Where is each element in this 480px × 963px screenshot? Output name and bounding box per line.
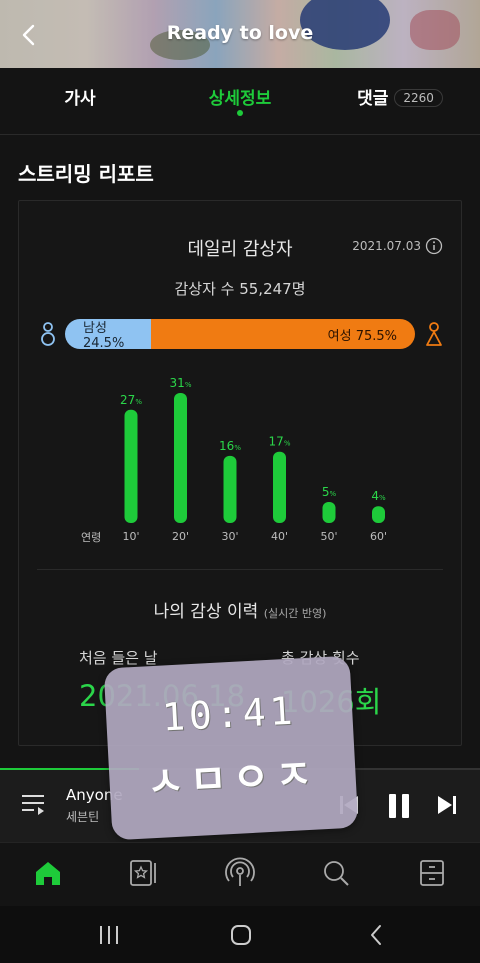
chevron-left-icon[interactable] <box>14 20 44 50</box>
back-icon[interactable] <box>364 922 390 948</box>
comment-count-badge: 2260 <box>394 89 443 107</box>
age-bar-value-label: 27% <box>120 393 142 407</box>
age-axis-label: 연령 <box>81 531 102 544</box>
age-bar-10' <box>124 409 138 523</box>
divider <box>37 569 443 570</box>
overlay-letters: ㅅㅁㅇㅈ <box>145 751 320 807</box>
tab-bar: 가사 상세정보 댓글 2260 <box>0 68 480 128</box>
daily-listeners-title: 데일리 감상자 <box>187 239 293 260</box>
male-ratio-segment: 남성 24.5% <box>65 319 151 349</box>
age-tick-label: 50' <box>320 530 337 543</box>
info-icon[interactable] <box>425 237 443 255</box>
age-bar-40' <box>273 451 286 523</box>
bottom-navigation <box>0 842 480 906</box>
now-playing-title: Anyone <box>66 786 123 804</box>
home-button-icon[interactable] <box>228 922 254 948</box>
pause-icon[interactable] <box>386 792 412 820</box>
history-title-text: 나의 감상 이력 <box>153 602 259 622</box>
tab-label: 가사 <box>64 89 96 109</box>
album-art-overlay <box>0 0 480 68</box>
system-navigation-bar <box>0 906 480 963</box>
first-listen-label: 처음 들은 날 <box>79 649 158 667</box>
male-icon <box>39 319 57 349</box>
age-bar-value-label: 31% <box>170 376 192 390</box>
home-icon[interactable] <box>32 857 64 889</box>
music-library-icon[interactable] <box>128 857 160 889</box>
album-art-shape <box>410 10 460 50</box>
age-bar-50' <box>322 502 336 523</box>
now-playing-artist: 세븐틴 <box>66 810 100 824</box>
tab-label: 댓글 <box>357 89 389 109</box>
song-title: Ready to love <box>166 22 314 44</box>
female-ratio-label: 여성 75.5% <box>327 328 397 344</box>
age-tick-label: 30' <box>221 530 238 543</box>
age-tick-label: 10' <box>122 530 139 543</box>
age-bar-value-label: 5% <box>322 485 337 499</box>
age-bar-value-label: 16% <box>219 439 241 453</box>
album-art-shape <box>300 0 390 50</box>
age-tick-label: 60' <box>370 530 387 543</box>
age-bar-60' <box>372 506 385 523</box>
gender-ratio-bar: 남성 24.5% 여성 75.5% <box>65 319 415 349</box>
tab-comments[interactable]: 댓글 2260 <box>320 68 480 128</box>
age-bar-value-label: 17% <box>269 435 291 449</box>
age-bar-20' <box>174 393 187 523</box>
age-distribution-chart: 27% 10' 31% 20' 16% 30' 17% 40' 5% 50' 4% 60' <box>120 376 387 543</box>
recent-apps-icon[interactable] <box>96 922 122 948</box>
divider <box>0 134 480 135</box>
age-tick-label: 20' <box>172 530 189 543</box>
next-track-icon[interactable] <box>436 794 458 816</box>
female-icon <box>425 319 443 349</box>
search-icon[interactable] <box>320 857 352 889</box>
history-subtitle: (실시간 반영) <box>263 607 327 620</box>
header-album-art: Ready to love <box>0 0 480 68</box>
tab-lyrics[interactable]: 가사 <box>0 68 160 128</box>
playback-progress-fill <box>0 768 140 770</box>
playlist-icon[interactable] <box>20 792 48 818</box>
female-ratio-segment: 여성 75.5% <box>150 319 415 349</box>
age-tick-label: 40' <box>271 530 288 543</box>
tab-details[interactable]: 상세정보 <box>160 68 320 128</box>
listener-count: 감상자 수 55,247명 <box>174 280 306 298</box>
overlay-time: 10:41 <box>160 688 298 740</box>
album-art-shape <box>150 30 210 60</box>
listening-history-title: 나의 감상 이력 (실시간 반영) <box>19 597 461 622</box>
age-bar-value-label: 4% <box>371 489 386 503</box>
male-ratio-label: 남성 24.5% <box>83 321 125 349</box>
active-tab-indicator <box>237 110 243 116</box>
report-date: 2021.07.03 <box>352 239 421 253</box>
podcast-icon[interactable] <box>224 857 256 889</box>
clock-overlay-widget: 10:41 ㅅㅁㅇㅈ <box>103 655 359 841</box>
tab-label: 상세정보 <box>208 89 272 109</box>
storage-icon[interactable] <box>416 857 448 889</box>
age-bar-30' <box>223 455 237 523</box>
section-title: 스트리밍 리포트 <box>18 162 154 186</box>
